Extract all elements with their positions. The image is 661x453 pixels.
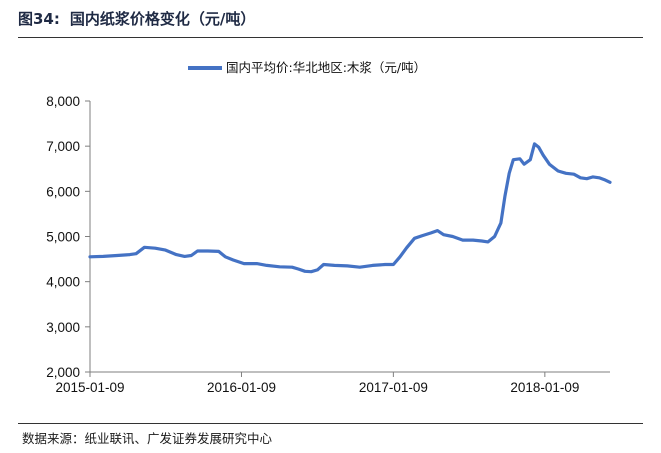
x-tick-label: 2015-01-09 <box>55 380 124 395</box>
x-tick-label: 2017-01-09 <box>359 380 428 395</box>
source-note: 数据来源：纸业联讯、广发证券发展研究中心 <box>22 431 273 446</box>
y-tick-label: 3,000 <box>46 320 80 335</box>
x-axis-ticks: 2015-01-09 2016-01-09 2017-01-09 2018-01-09 <box>55 372 579 395</box>
series-line <box>88 142 612 274</box>
y-tick-label: 5,000 <box>46 230 80 245</box>
legend: 国内平均价:华北地区:木浆（元/吨） <box>188 60 426 75</box>
axes <box>89 101 610 373</box>
y-tick-label: 4,000 <box>46 275 80 290</box>
x-tick-label: 2018-01-09 <box>510 380 579 395</box>
y-tick-label: 7,000 <box>46 139 80 154</box>
top-rule <box>18 37 643 38</box>
y-tick-label: 8,000 <box>46 94 80 109</box>
figure-title-text: 国内纸浆价格变化（元/吨） <box>69 10 256 28</box>
figure-title: 图34: 国内纸浆价格变化（元/吨） <box>18 8 255 29</box>
legend-label: 国内平均价:华北地区:木浆（元/吨） <box>226 60 426 75</box>
y-tick-label: 6,000 <box>46 184 80 199</box>
bottom-rule <box>18 423 643 424</box>
y-axis-ticks: 2,000 3,000 4,000 5,000 6,000 7,000 8,000 <box>46 94 90 380</box>
x-tick-label: 2016-01-09 <box>207 380 276 395</box>
series-group <box>88 142 612 274</box>
figure-number: 图34: <box>18 10 60 28</box>
y-tick-label: 2,000 <box>46 365 80 380</box>
